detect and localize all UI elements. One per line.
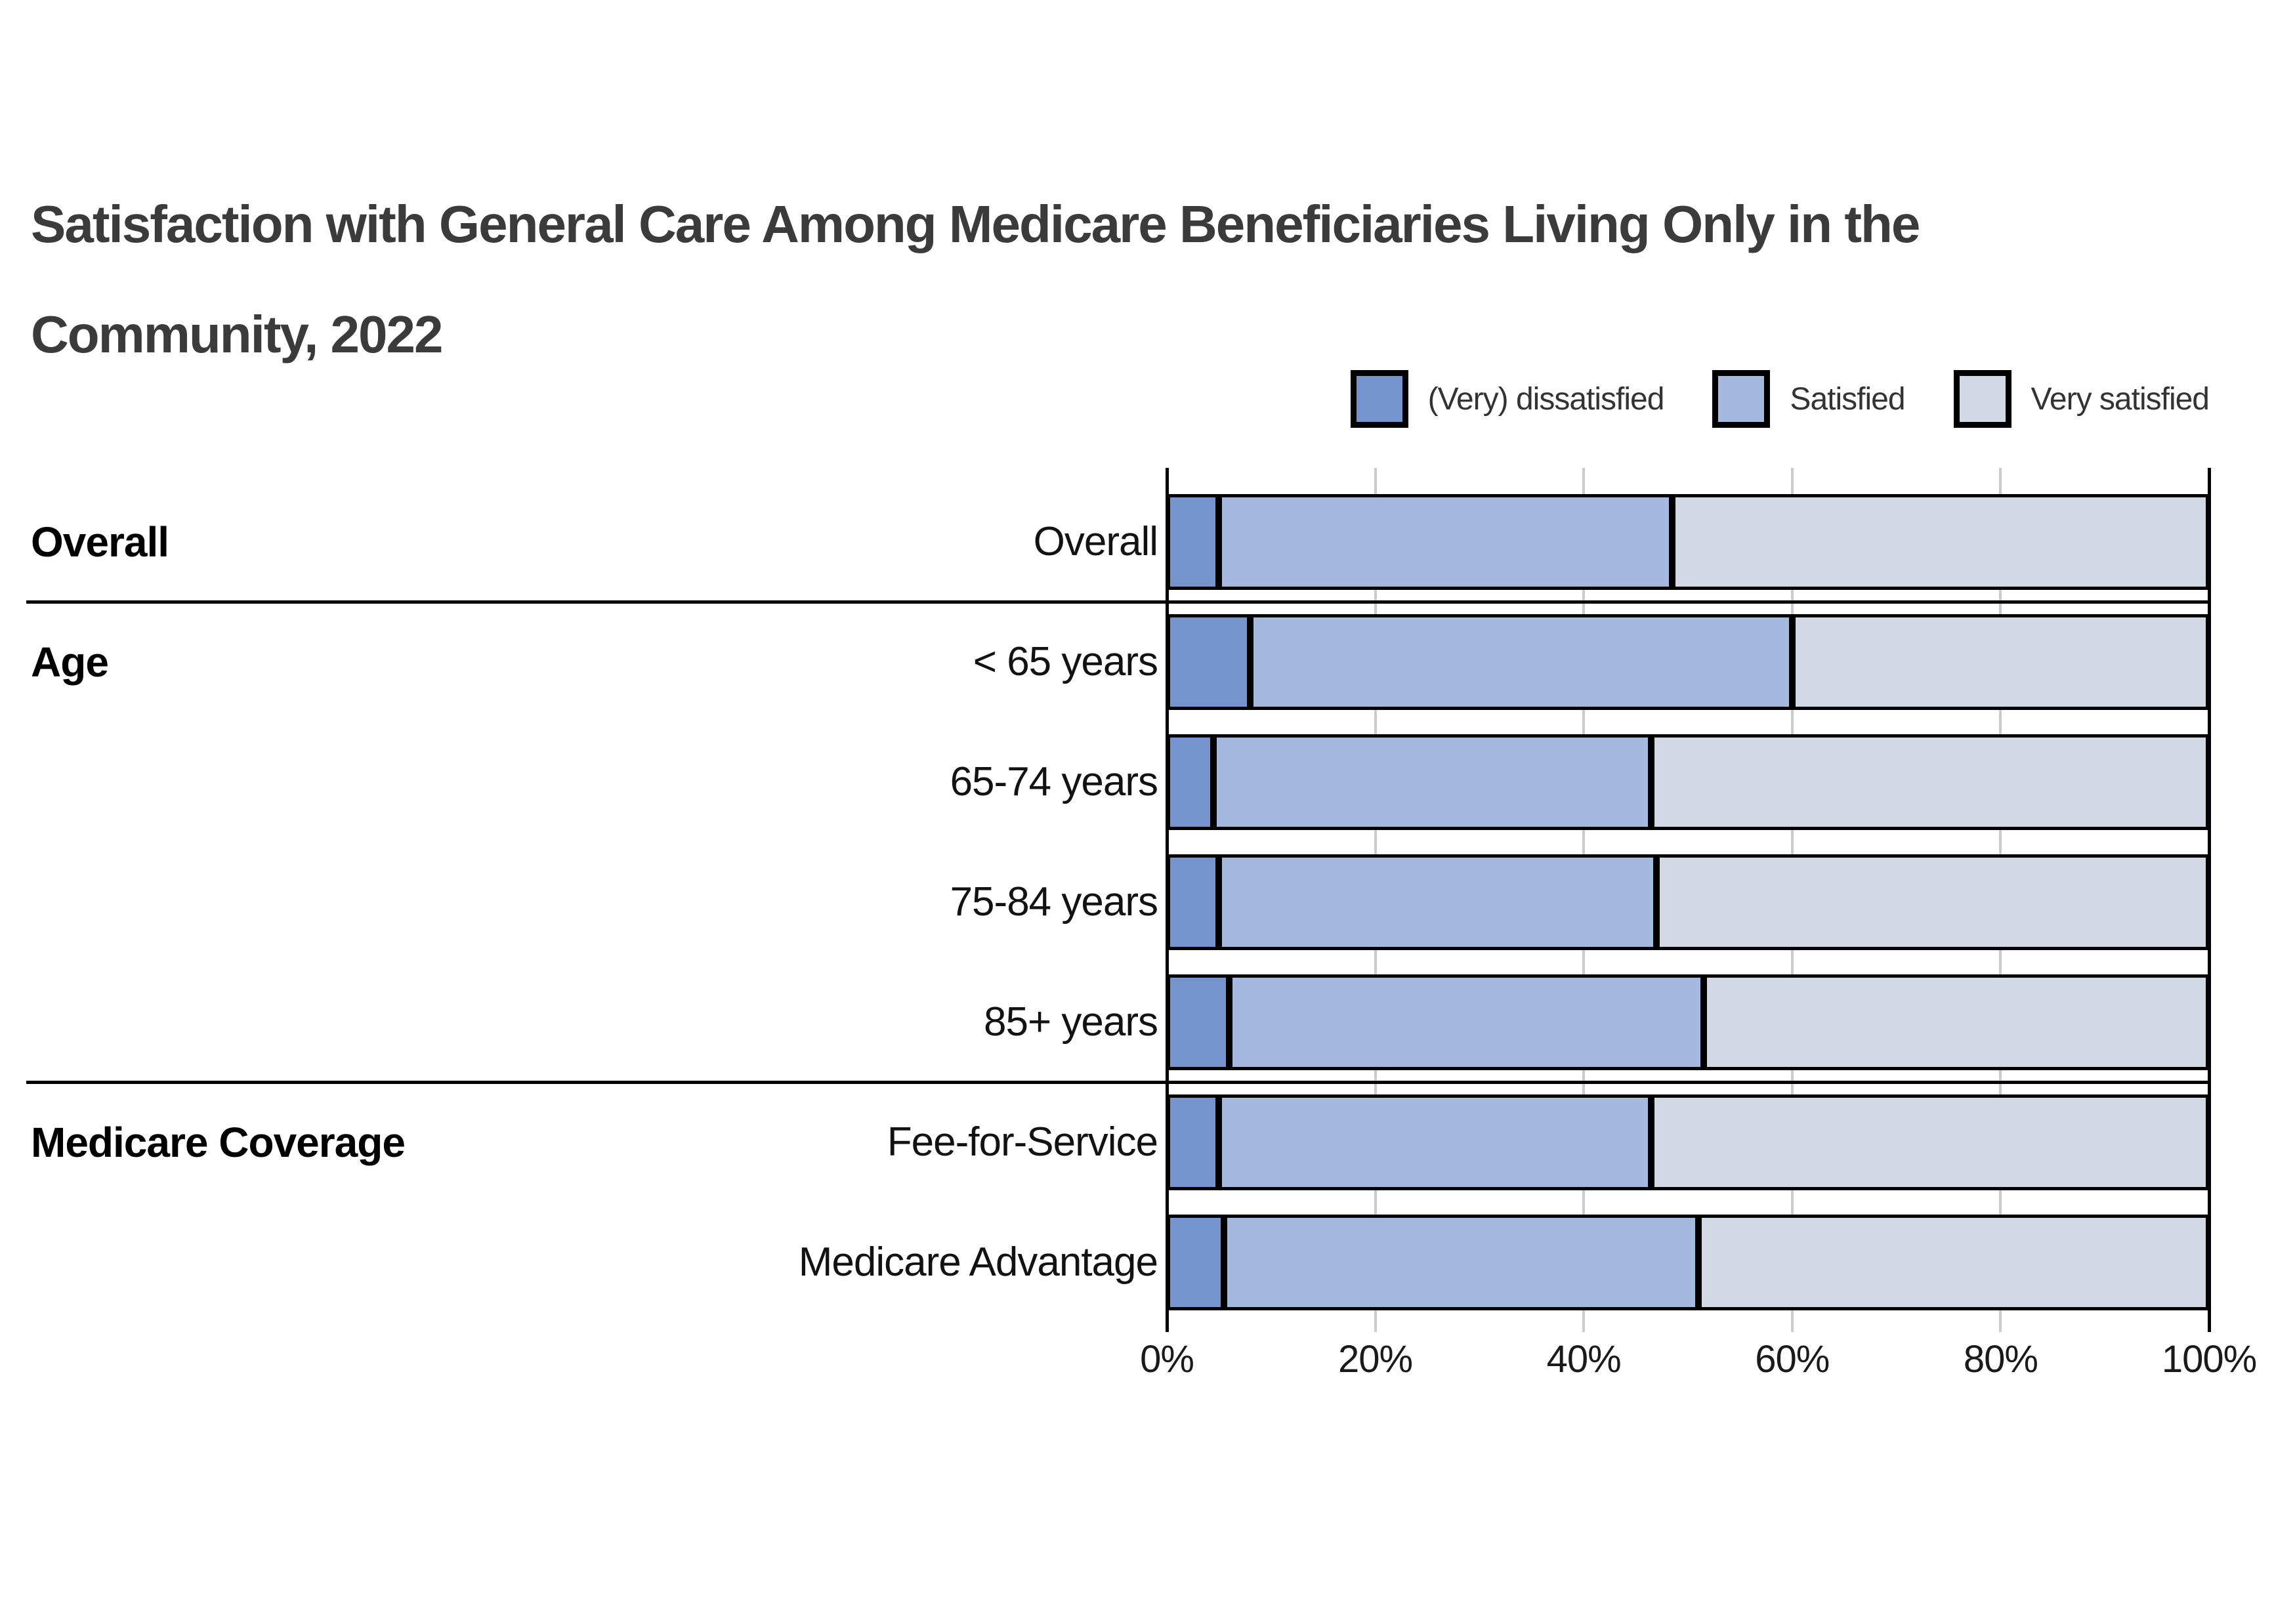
row-label: 65-74 years (950, 759, 1158, 804)
bar-segment-satisfied (1213, 734, 1652, 830)
chart-title-line1: Satisfaction with General Care Among Med… (31, 195, 1920, 253)
legend-swatch-very-satisfied (1953, 370, 2011, 428)
bar-segment-satisfied (1219, 1094, 1652, 1190)
bar-row (1167, 974, 2209, 1070)
bar-segment-dissatisfied (1167, 1094, 1219, 1190)
group-separator (26, 600, 2209, 604)
x-axis-tick-label: 100% (2161, 1338, 2257, 1381)
bar-row (1167, 854, 2209, 950)
row-label: Medicare Advantage (798, 1239, 1158, 1285)
bar-segment-very-satisfied (1656, 854, 2209, 950)
bar-segment-very-satisfied (1651, 734, 2209, 830)
legend-label: Very satisfied (2031, 381, 2210, 417)
bar-segment-very-satisfied (1672, 494, 2209, 590)
row-label: 75-84 years (950, 879, 1158, 925)
bar-segment-satisfied (1219, 854, 1657, 950)
row-label: < 65 years (973, 639, 1158, 684)
axis-line-100 (2208, 468, 2211, 1332)
legend-item-very-satisfied: Very satisfied (1953, 370, 2210, 428)
bar-segment-very-satisfied (1698, 1215, 2209, 1310)
bar-segment-very-satisfied (1792, 614, 2209, 710)
row-label: Fee-for-Service (887, 1119, 1158, 1165)
x-axis-tick-label: 0% (1140, 1338, 1194, 1381)
chart-title: Satisfaction with General Care Among Med… (31, 169, 2236, 390)
bar-segment-very-satisfied (1651, 1094, 2209, 1190)
x-axis-tick-label: 80% (1963, 1338, 2038, 1381)
group-label: Overall (31, 518, 169, 566)
bar-row (1167, 1215, 2209, 1310)
bar-segment-dissatisfied (1167, 494, 1219, 590)
bar-segment-dissatisfied (1167, 614, 1251, 710)
legend-swatch-satisfied (1712, 370, 1771, 428)
bar-segment-satisfied (1219, 494, 1673, 590)
legend-item-satisfied: Satisfied (1712, 370, 1906, 428)
chart-title-line2: Community, 2022 (31, 305, 443, 364)
bar-row (1167, 734, 2209, 830)
bar-segment-dissatisfied (1167, 1215, 1225, 1310)
x-axis-tick-label: 40% (1546, 1338, 1622, 1381)
x-axis-tick-label: 60% (1755, 1338, 1830, 1381)
legend: (Very) dissatisfied Satisfied Very satisfi… (1350, 367, 2210, 430)
bar-row (1167, 494, 2209, 590)
bar-segment-satisfied (1229, 974, 1704, 1070)
bar-row (1167, 614, 2209, 710)
legend-swatch-dissatisfied (1350, 370, 1408, 428)
group-label: Medicare Coverage (31, 1119, 406, 1166)
bar-segment-dissatisfied (1167, 734, 1214, 830)
row-label: Overall (1033, 519, 1158, 564)
legend-label: Satisfied (1790, 381, 1905, 417)
x-axis-tick-label: 20% (1338, 1338, 1413, 1381)
bar-segment-very-satisfied (1703, 974, 2209, 1070)
bar-segment-satisfied (1250, 614, 1792, 710)
bar-segment-dissatisfied (1167, 974, 1230, 1070)
row-label: 85+ years (983, 999, 1158, 1045)
bar-segment-satisfied (1224, 1215, 1698, 1310)
bar-segment-dissatisfied (1167, 854, 1219, 950)
group-label: Age (31, 638, 109, 686)
legend-label: (Very) dissatisfied (1427, 381, 1665, 417)
group-separator (26, 1081, 2209, 1084)
legend-item-dissatisfied: (Very) dissatisfied (1350, 370, 1665, 428)
bar-row (1167, 1094, 2209, 1190)
